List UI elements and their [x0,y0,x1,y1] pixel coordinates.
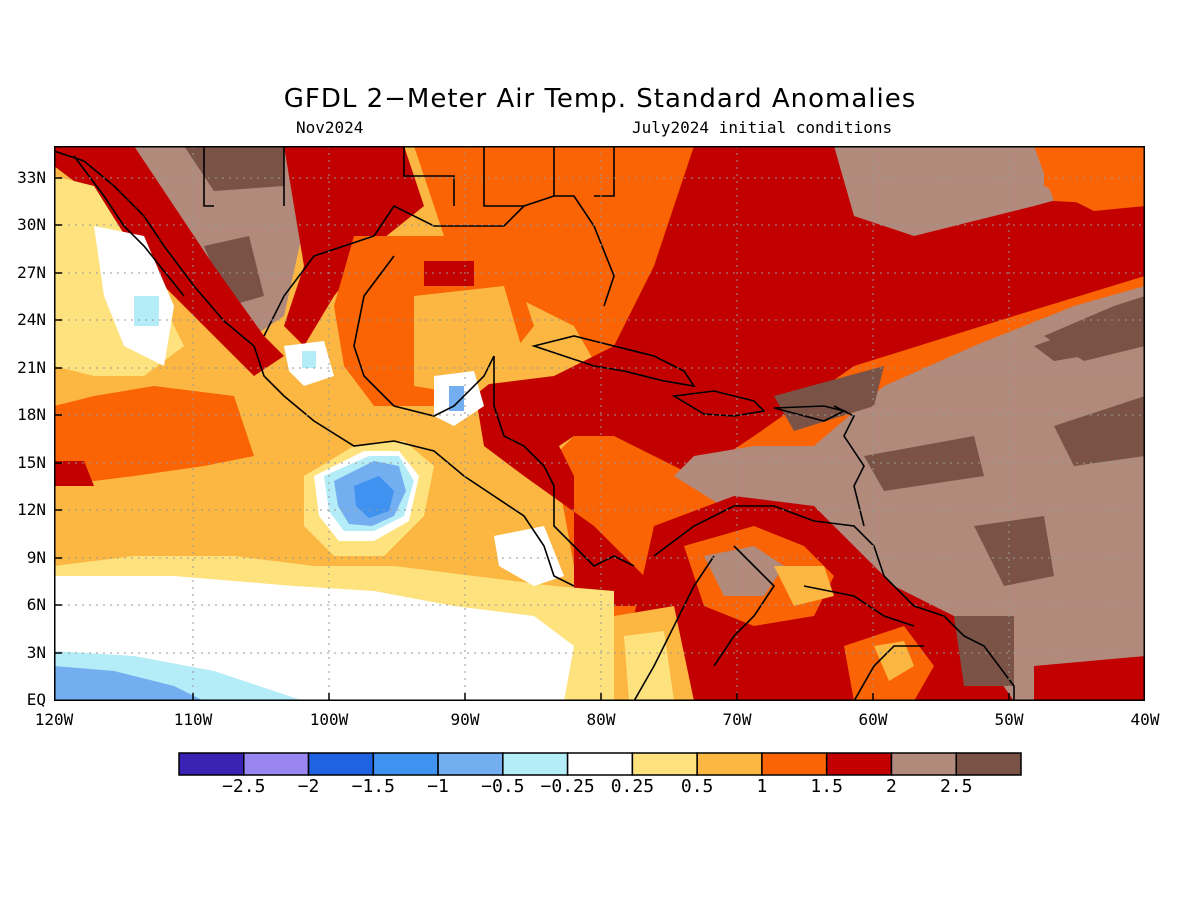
lon-label-50w: 50W [994,710,1024,729]
lat-label-18n: 18N [17,405,46,424]
lat-label-6n: 6N [26,595,46,614]
colorbar-box [243,752,310,776]
colorbar-label: 2.5 [939,776,973,797]
lon-label-40w: 40W [1130,710,1160,729]
lat-label-21n: 21N [17,358,46,377]
colorbar-boxes [178,752,1022,776]
colorbar-label: −0.25 [540,776,595,797]
colorbar [178,752,1022,776]
lat-label-33n: 33N [17,168,46,187]
colorbar-box [307,752,375,776]
lat-label-15n: 15N [17,453,46,472]
colorbar-label: −2 [297,776,320,797]
lat-label-eq: EQ [26,690,46,709]
anomaly-map [54,146,1145,701]
lat-label-27n: 27N [17,263,46,282]
colorbar-label: −1.5 [351,776,395,797]
colorbar-label: 1 [756,776,768,797]
colorbar-box [696,752,763,776]
lon-label-60w: 60W [858,710,888,729]
lon-label-70w: 70W [722,710,752,729]
map-frame [54,146,1145,701]
lat-label-12n: 12N [17,500,46,519]
lat-label-3n: 3N [26,643,46,662]
lon-label-120w: 120W [34,710,74,729]
lon-label-90w: 90W [450,710,480,729]
colorbar-label: −0.5 [481,776,525,797]
lat-label-9n: 9N [26,548,46,567]
colorbar-label: 2 [886,776,897,797]
colorbar-label: 1.5 [810,776,843,797]
colorbar-box [890,752,957,776]
colorbar-box [502,752,569,776]
initial-conditions: July2024 initial conditions [632,118,893,137]
lon-label-80w: 80W [586,710,616,729]
colorbar-label: −2.5 [222,776,266,797]
colorbar-box [566,752,634,776]
colorbar-box [955,752,1022,776]
colorbar-box [761,752,828,776]
colorbar-label: −1 [427,776,449,797]
colorbar-box [178,752,245,776]
lon-label-110w: 110W [173,710,213,729]
lon-label-100w: 100W [309,710,349,729]
colorbar-box [631,752,698,776]
graticule [54,146,1145,701]
colorbar-box [372,752,439,776]
lat-label-24n: 24N [17,310,46,329]
colorbar-box [437,752,504,776]
colorbar-box [825,752,893,776]
lat-label-30n: 30N [17,215,46,234]
colorbar-label: 0.5 [680,776,714,797]
colorbar-label: 0.25 [610,776,655,797]
anomaly-fields [54,146,1145,701]
forecast-month: Nov2024 [296,118,364,137]
chart-title: GFDL 2−Meter Air Temp. Standard Anomalie… [283,84,917,114]
